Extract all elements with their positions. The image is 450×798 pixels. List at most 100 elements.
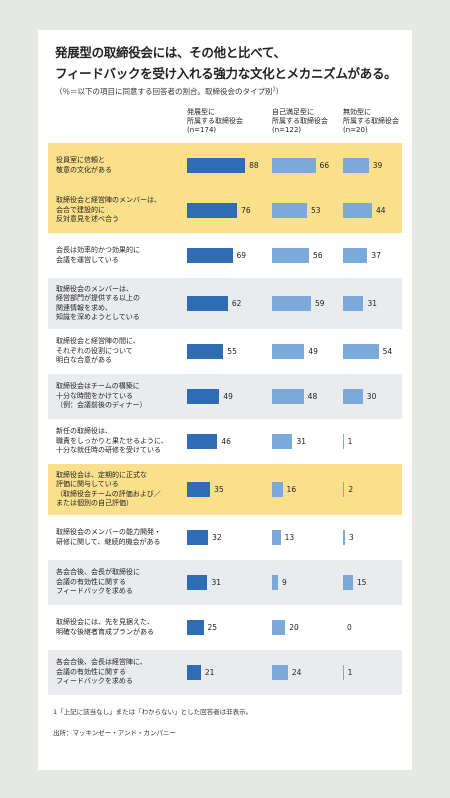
value-label: 69 (236, 250, 247, 260)
row: 新任の取締役は、 職責をしっかりと果たせるように、 十分な就任時の研修を受けてい… (48, 419, 402, 464)
row-label: 会長は効率的かつ効果的に 会議を運営している (56, 246, 140, 264)
row-label: 取締役会はチームの構築に 十分な時間をかけている （例：会議前後のディナー） (56, 382, 147, 410)
bar (343, 344, 379, 359)
bar (272, 620, 286, 635)
value-label: 21 (204, 667, 215, 677)
row: 取締役会はチームの構築に 十分な時間をかけている （例：会議前後のディナー） 49… (48, 374, 402, 419)
row: 取締役会には、先を見据えた、 明確な後継者育成プランがある 25 20 0 (48, 605, 402, 650)
bar (343, 158, 369, 173)
bar (187, 530, 209, 545)
bar (272, 344, 305, 359)
value-label: 2 (348, 484, 354, 494)
value-label: 76 (241, 205, 251, 215)
row: 会長は効率的かつ効果的に 会議を運営している 69 56 37 (48, 233, 402, 278)
value-label: 44 (376, 205, 386, 215)
source: 出所：マッキンゼー・アンド・カンパニー (53, 729, 177, 737)
bar (187, 482, 211, 497)
value-label: 0 (347, 622, 352, 632)
value-label: 49 (223, 391, 233, 401)
footnote: 1「上記に該当なし」または「わからない」とした回答者は非表示。 (53, 708, 253, 716)
value-label: 31 (211, 577, 221, 587)
bar (187, 158, 246, 173)
value-label: 35 (214, 484, 224, 494)
bar (187, 248, 233, 263)
bar (187, 575, 208, 590)
bar (272, 482, 283, 497)
bar (343, 665, 344, 680)
bar (272, 203, 307, 218)
bar (272, 575, 278, 590)
value-label: 49 (308, 346, 318, 356)
bar (187, 665, 201, 680)
column-header: 自己満足型に 所属する取締役会 (n=122) (272, 108, 328, 134)
row: 取締役会のメンバーの能力開発・ 研修に関して、継続的機会がある 32 13 3 (48, 515, 402, 560)
subtitle-end: ） (275, 87, 284, 96)
value-label: 66 (319, 160, 330, 170)
bar (272, 665, 288, 680)
row-label: 各会合後、会長は経営陣に、 会議の有効性に関する フィードバックを求める (56, 658, 147, 686)
value-label: 16 (286, 484, 297, 494)
bar (187, 203, 238, 218)
row: 役員室に信頼と 敬意の文化がある 88 66 39 (48, 143, 402, 188)
bar (343, 434, 344, 449)
column-header: 無効型に 所属する取締役会 (n=20) (343, 108, 399, 134)
bar (343, 389, 363, 404)
value-label: 31 (367, 298, 377, 308)
row-label: 取締役会と経営陣のメンバーは、 会合で建設的に 反対意見を述べ合う (56, 196, 161, 224)
value-label: 56 (312, 250, 323, 260)
row-label: 取締役会のメンバーは、 経営部門が提供する以上の 関連情報を求め、 知識を深めよ… (56, 284, 140, 322)
row-label: 各会合後、会長が取締役に 会議の有効性に関する フィードバックを求める (56, 568, 140, 596)
row: 取締役会は、定期的に正式な 評価に関与している （取締役会チームの評価および／ … (48, 464, 402, 515)
card: 発展型の取締役会には、その他と比べて、 フィードバックを受け入れる強力な文化とメ… (38, 30, 412, 770)
value-label: 3 (348, 532, 354, 542)
row-label: 新任の取締役は、 職責をしっかりと果たせるように、 十分な就任時の研修を受けてい… (56, 427, 168, 455)
bar (187, 344, 224, 359)
bar (187, 389, 220, 404)
value-label: 54 (382, 346, 393, 356)
row: 取締役会と経営陣のメンバーは、 会合で建設的に 反対意見を述べ合う 76 53 44 (48, 188, 402, 233)
row-label: 取締役会のメンバーの能力開発・ 研修に関して、継続的機会がある (56, 528, 161, 546)
bar (272, 248, 309, 263)
value-label: 24 (291, 667, 302, 677)
bar (272, 389, 304, 404)
bar (343, 530, 345, 545)
bar (343, 482, 345, 497)
bar (272, 530, 281, 545)
bar (343, 296, 364, 311)
value-label: 25 (207, 622, 218, 632)
row-label: 取締役会には、先を見据えた、 明確な後継者育成プランがある (56, 618, 154, 636)
row-label: 役員室に信頼と 敬意の文化がある (56, 156, 112, 174)
value-label: 1 (347, 436, 353, 446)
value-label: 32 (212, 532, 222, 542)
value-label: 59 (314, 298, 325, 308)
bar (272, 434, 293, 449)
row: 取締役会のメンバーは、 経営部門が提供する以上の 関連情報を求め、 知識を深めよ… (48, 278, 402, 329)
value-label: 48 (307, 391, 318, 401)
bar (272, 296, 311, 311)
value-label: 13 (284, 532, 295, 542)
row-label: 取締役会は、定期的に正式な 評価に関与している （取締役会チームの評価および／ … (56, 470, 161, 508)
subtitle-text: （％＝以下の項目に同意する回答者の割合。取締役会のタイプ別 (55, 87, 273, 96)
value-label: 55 (227, 346, 237, 356)
row: 各会合後、会長は経営陣に、 会議の有効性に関する フィードバックを求める 21 24… (48, 650, 402, 695)
bar (272, 158, 316, 173)
row-label: 取締役会と経営陣の間に、 それぞれの役割について 明白な合意がある (56, 337, 140, 365)
value-label: 9 (281, 577, 287, 587)
bar (187, 296, 228, 311)
value-label: 31 (296, 436, 306, 446)
bar (187, 620, 204, 635)
bar (343, 248, 368, 263)
subtitle: （％＝以下の項目に同意する回答者の割合。取締役会のタイプ別1） (55, 86, 283, 97)
bar (187, 434, 218, 449)
value-label: 20 (289, 622, 299, 632)
row: 取締役会と経営陣の間に、 それぞれの役割について 明白な合意がある 55 49 54 (48, 329, 402, 374)
bar (343, 575, 353, 590)
value-label: 1 (347, 667, 353, 677)
bar (343, 203, 373, 218)
row: 各会合後、会長が取締役に 会議の有効性に関する フィードバックを求める 31 9 15 (48, 560, 402, 605)
value-label: 30 (366, 391, 377, 401)
value-label: 88 (249, 160, 259, 170)
value-label: 39 (372, 160, 383, 170)
value-label: 62 (231, 298, 242, 308)
